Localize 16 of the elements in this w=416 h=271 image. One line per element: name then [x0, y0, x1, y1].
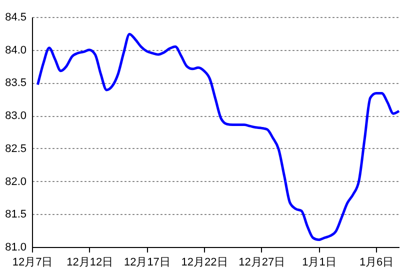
line-series [36, 32, 400, 242]
x-tick-label: 12月27日 [238, 256, 286, 268]
x-tick-label: 12月12日 [66, 256, 114, 268]
y-tick-label: 83.0 [5, 110, 26, 122]
y-tick-label: 82.5 [5, 142, 26, 155]
y-tick-label: 84.5 [5, 12, 26, 24]
x-tick-label: 1月1日 [302, 256, 336, 268]
y-tick-label: 81.0 [5, 242, 26, 254]
x-tick-label: 1月6日 [359, 256, 394, 268]
y-tick-label: 83.5 [5, 77, 26, 90]
x-tick-label: 12月7日 [12, 256, 53, 268]
x-tick-label: 12月22日 [181, 256, 228, 268]
y-tick-label: 84.0 [5, 44, 26, 56]
y-tick-label: 82.0 [5, 176, 26, 188]
y-tick-label: 81.5 [5, 208, 26, 221]
x-tick-label: 12月17日 [124, 256, 170, 268]
